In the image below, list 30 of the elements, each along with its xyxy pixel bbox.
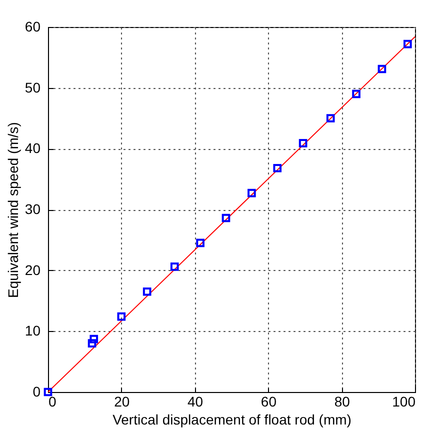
point	[44, 388, 52, 396]
point	[404, 40, 412, 48]
x-tick-label: 100	[392, 394, 416, 410]
point	[88, 339, 96, 348]
x-tick-label: 40	[188, 394, 204, 410]
point	[326, 114, 335, 122]
y-axis-title: Equivalent wind speed (m/s)	[4, 122, 21, 298]
point	[196, 238, 204, 248]
x-axis-title: Vertical displacement of float rod (mm)	[112, 412, 352, 428]
x-tick-label: 60	[260, 394, 277, 410]
point	[90, 334, 98, 344]
y-tick-label: 40	[24, 140, 41, 156]
y-tick-label: 20	[24, 262, 41, 278]
point	[378, 64, 386, 74]
y-tick-label: 50	[24, 79, 41, 96]
point	[170, 262, 179, 271]
point	[273, 164, 282, 172]
y-tick-label: 30	[24, 201, 41, 217]
x-tick-label: 80	[334, 394, 350, 410]
point	[117, 312, 126, 321]
point	[352, 90, 360, 98]
point	[248, 188, 256, 198]
x-tick-label: 20	[114, 394, 130, 410]
y-tick-label: 10	[24, 322, 41, 339]
y-tick-label: 0	[32, 384, 41, 400]
point	[142, 287, 152, 296]
point	[298, 139, 308, 148]
y-tick-label: 60	[24, 18, 41, 34]
x-tick-label: 0	[48, 394, 56, 410]
point	[222, 214, 230, 222]
